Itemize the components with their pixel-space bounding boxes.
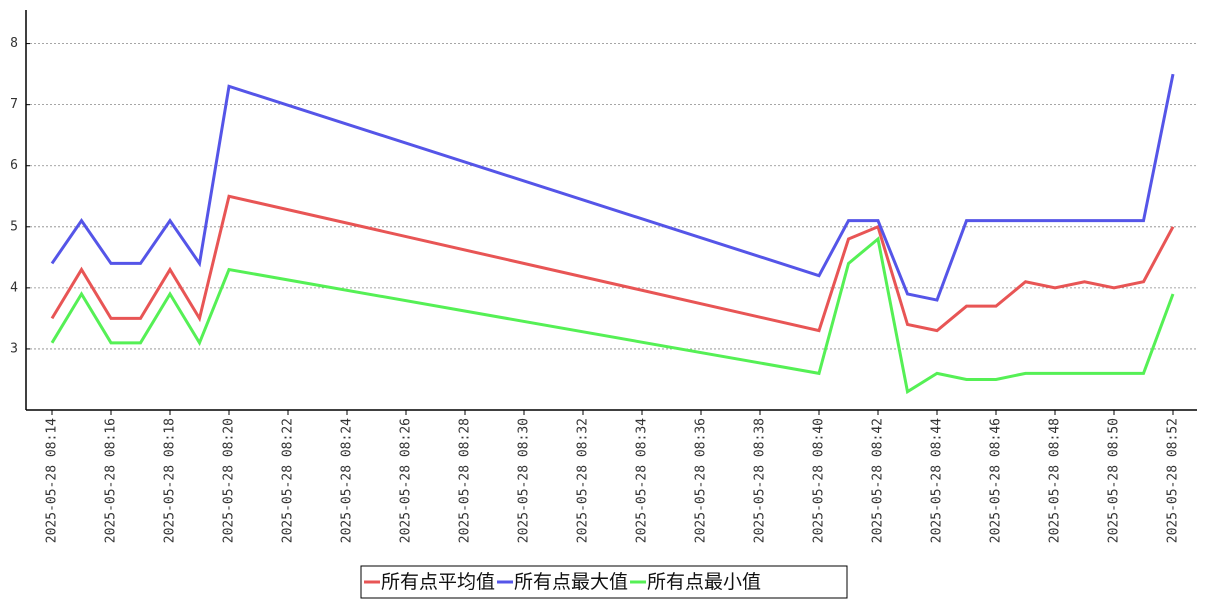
legend: 所有点平均值 所有点最大值 所有点最小值 — [364, 571, 761, 593]
legend-label: 所有点最小值 — [647, 571, 761, 593]
x-tick-label: 2025-05-28 08:40 — [812, 418, 827, 543]
x-tick-label: 2025-05-28 08:26 — [399, 418, 414, 543]
series-line — [50, 194, 1175, 333]
x-tick-label: 2025-05-28 08:32 — [576, 418, 591, 543]
x-tick-label: 2025-05-28 08:38 — [753, 418, 768, 543]
x-tick-label: 2025-05-28 08:44 — [930, 418, 945, 543]
y-tick-label: 5 — [10, 219, 18, 234]
y-tick-label: 6 — [10, 158, 18, 173]
x-tick-label: 2025-05-28 08:18 — [163, 418, 178, 543]
x-tick-label: 2025-05-28 08:16 — [104, 418, 119, 543]
legend-label: 所有点最大值 — [514, 571, 628, 593]
x-tick-label: 2025-05-28 08:42 — [871, 418, 886, 543]
y-tick-label: 3 — [10, 341, 18, 356]
legend-box — [360, 565, 848, 599]
x-tick-label: 2025-05-28 08:22 — [281, 418, 296, 543]
x-tick-label: 2025-05-28 08:46 — [989, 418, 1004, 543]
series-line — [50, 73, 1175, 302]
x-tick-label: 2025-05-28 08:20 — [222, 418, 237, 543]
y-tick-label: 8 — [10, 36, 18, 51]
x-tick-label: 2025-05-28 08:30 — [517, 418, 532, 543]
series-line — [50, 236, 1175, 395]
legend-label: 所有点平均值 — [381, 571, 495, 593]
x-tick-label: 2025-05-28 08:34 — [635, 418, 650, 543]
x-tick-label: 2025-05-28 08:52 — [1166, 418, 1181, 543]
y-tick-label: 4 — [10, 280, 18, 295]
x-tick-label: 2025-05-28 08:48 — [1048, 418, 1063, 543]
y-tick-label: 7 — [10, 97, 18, 112]
x-tick-label: 2025-05-28 08:14 — [45, 418, 60, 543]
x-tick-label: 2025-05-28 08:28 — [458, 418, 473, 543]
x-tick-label: 2025-05-28 08:36 — [694, 418, 709, 543]
x-tick-label: 2025-05-28 08:50 — [1107, 418, 1122, 543]
x-tick-label: 2025-05-28 08:24 — [340, 418, 355, 543]
